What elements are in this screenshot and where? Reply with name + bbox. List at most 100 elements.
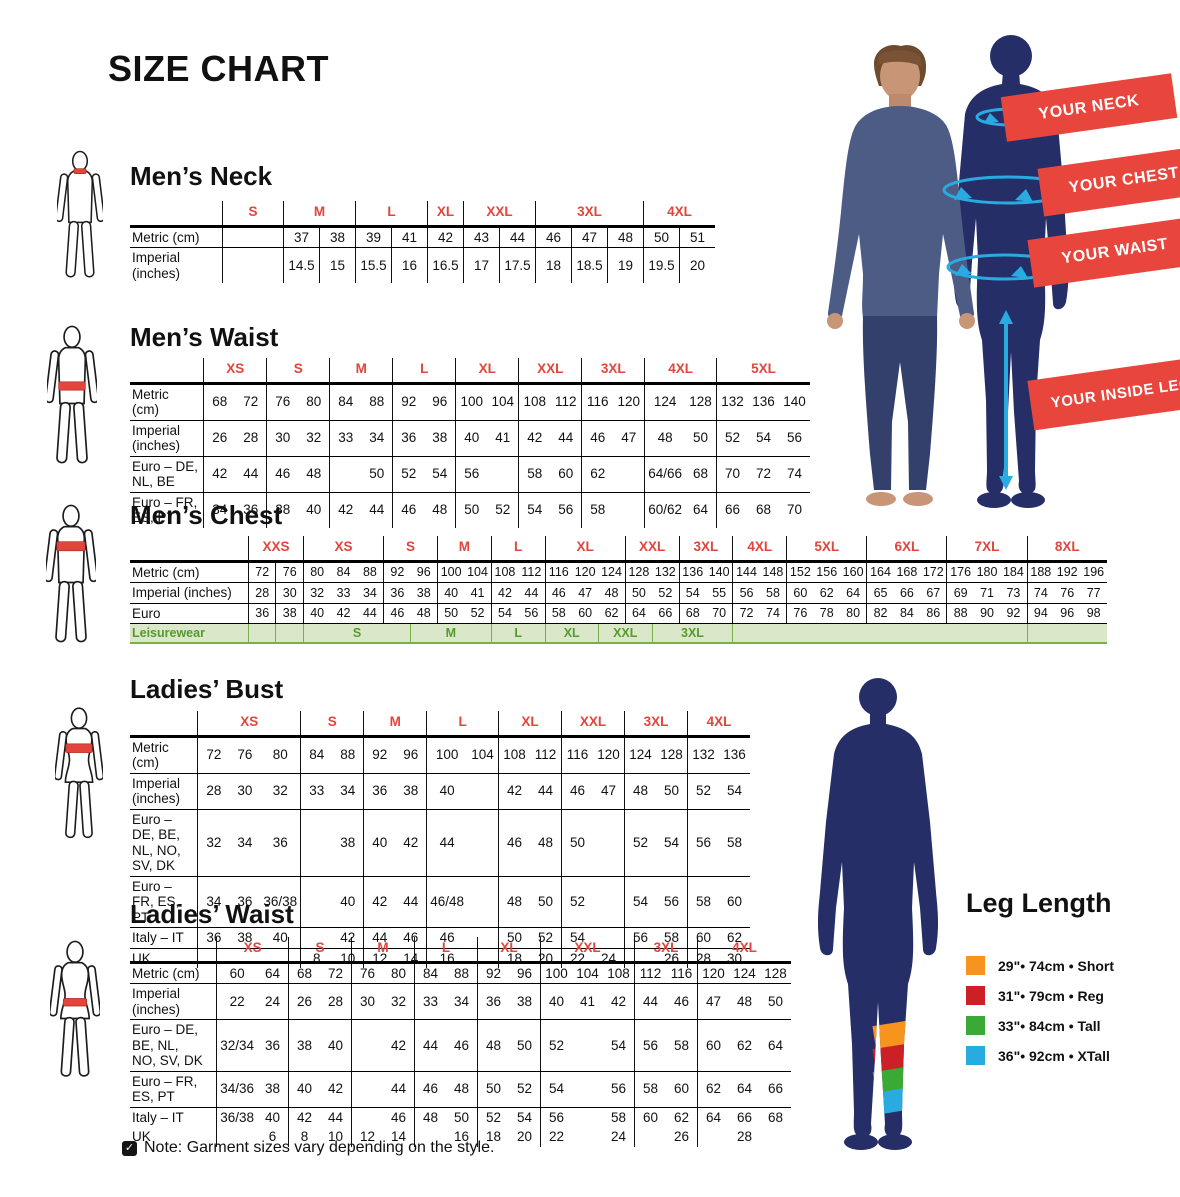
size-cell: 44 [369, 502, 385, 518]
size-cell: 80 [298, 381, 330, 421]
size-cell: 112 [634, 960, 666, 985]
size-header-xxl: XXL [624, 536, 680, 562]
ladies-waist-table: XS S M L XL XXL 3XL 4XL Metric (cm) 60 64 68 72 76 80 8… [130, 937, 791, 1147]
section-title-ladies-bust: Ladies’ Bust [130, 674, 284, 704]
row-label: UK [132, 1129, 151, 1145]
size-header-xxl: XXL [561, 711, 625, 737]
size-cell: 68 [203, 381, 236, 421]
leisurewear-cell [1026, 623, 1107, 645]
size-cell: 32 [383, 983, 415, 1021]
size-cell: 72 [320, 960, 352, 985]
size-cell: 124 [624, 734, 656, 774]
size-cell: 26 [203, 420, 236, 457]
row-label: Italy – IT [132, 1109, 184, 1125]
size-cell: 71 [973, 582, 1001, 604]
size-cell: 116 [561, 734, 593, 774]
size-cell [487, 456, 519, 493]
size-cell: 176 [946, 559, 974, 584]
size-cell: 78 [813, 603, 840, 625]
row-label: Italy – IT [130, 927, 198, 949]
size-cell: 40 [540, 983, 572, 1021]
size-cell [300, 876, 333, 929]
size-cell: 42 [490, 582, 519, 604]
size-cell: 52 [540, 1019, 572, 1072]
size-header-7xl: 7XL [946, 536, 1028, 562]
size-cell: 32 [197, 809, 230, 877]
size-cell: 46 [581, 420, 614, 457]
size-cell: 34/36 [216, 1071, 257, 1108]
size-cell: 33 [330, 582, 357, 604]
size-cell: 41 [391, 224, 428, 249]
size-cell: 92 [383, 559, 411, 584]
size-header-4xl: 4XL [732, 536, 787, 562]
size-cell: 42 [498, 773, 530, 810]
row-label: Imperial (inches) [130, 582, 249, 604]
size-cell: 62 [729, 1019, 760, 1072]
size-cell: 64 [760, 1019, 791, 1072]
size-cell: 46 [446, 1019, 478, 1072]
leisurewear-cell: XXL [597, 623, 653, 645]
row-label: Metric (cm) [130, 381, 204, 421]
size-cell: 84 [893, 603, 921, 625]
leisurewear-cell: M [410, 623, 492, 645]
size-header-xs: XS [302, 536, 384, 562]
size-cell: 34 [446, 983, 478, 1021]
size-cell: 44 [395, 876, 427, 929]
size-cell: 54 [678, 582, 706, 604]
mens-waist-table-container: XS S M L XL XXL 3XL 4XL 5XL Metric (cm) 68 72 76 80 84… [130, 358, 810, 528]
size-cell: 188 [1026, 559, 1055, 584]
size-cell: 42 [603, 983, 635, 1021]
size-cell: 42 [518, 420, 551, 457]
size-cell: 19.5 [643, 247, 680, 284]
size-header-xl: XL [477, 937, 541, 963]
size-cell: 17.5 [499, 247, 536, 284]
size-header-8xl: 8XL [1026, 536, 1107, 562]
size-cell: 98 [1080, 603, 1107, 625]
row-label: Metric (cm) [130, 960, 217, 985]
size-header-xxl: XXL [540, 937, 635, 963]
row-label: Imperial (inches) [130, 420, 204, 457]
size-cell: 88 [356, 559, 384, 584]
leg-length-item: 33"• 84cm • Tall [966, 1016, 1114, 1035]
size-cell: 44 [518, 582, 546, 604]
row-label: Imperial (inches) [130, 983, 217, 1021]
size-cell: 50 [361, 456, 393, 493]
size-cell: 60 [719, 876, 750, 929]
size-cell: 56 [518, 603, 546, 625]
size-cell: 8 [288, 1127, 320, 1147]
size-cell: 55 [705, 582, 733, 604]
size-cell: 108 [490, 559, 519, 584]
size-cell: 68 [678, 603, 706, 625]
xtall-band [872, 1084, 930, 1115]
size-header-s: S [300, 711, 364, 737]
size-header-3xl: 3XL [581, 358, 645, 384]
size-cell: 120 [593, 734, 625, 774]
size-header-4xl: 4XL [643, 201, 715, 227]
size-header-s: S [222, 201, 284, 227]
size-cell: 66 [760, 1071, 791, 1108]
size-cell: 52 [652, 582, 680, 604]
size-cell: 44 [634, 983, 666, 1021]
size-cell: 42 [383, 1019, 415, 1072]
size-cell: 66 [652, 603, 680, 625]
size-cell: 44 [530, 773, 562, 810]
size-cell: 28 [736, 1129, 753, 1145]
size-cell: 36 [260, 809, 301, 877]
size-cell: 70 [786, 502, 803, 518]
size-cell: 30 [266, 420, 299, 457]
size-header-m: M [329, 358, 393, 384]
section-title-ladies-waist: Ladies’ Waist [130, 899, 294, 929]
mens-neck-table: S M L XL XXL 3XL 4XL Metric (cm) 37 38 39 41 42 43 44 4… [130, 201, 715, 284]
size-cell: 92 [363, 734, 396, 774]
size-cell: 58 [518, 456, 551, 493]
corner-cell [130, 201, 223, 226]
size-header-xs: XS [197, 711, 301, 737]
size-cell: 14 [390, 1129, 407, 1145]
size-cell: 64/66 [644, 456, 685, 493]
size-cell: 26 [288, 983, 320, 1021]
size-cell: 148 [759, 559, 787, 584]
size-cell: 46 [414, 1071, 446, 1108]
leg-length-item: 36"• 92cm • XTall [966, 1046, 1114, 1065]
size-cell: 94 [1026, 603, 1055, 625]
size-cell: 36 [229, 876, 261, 929]
